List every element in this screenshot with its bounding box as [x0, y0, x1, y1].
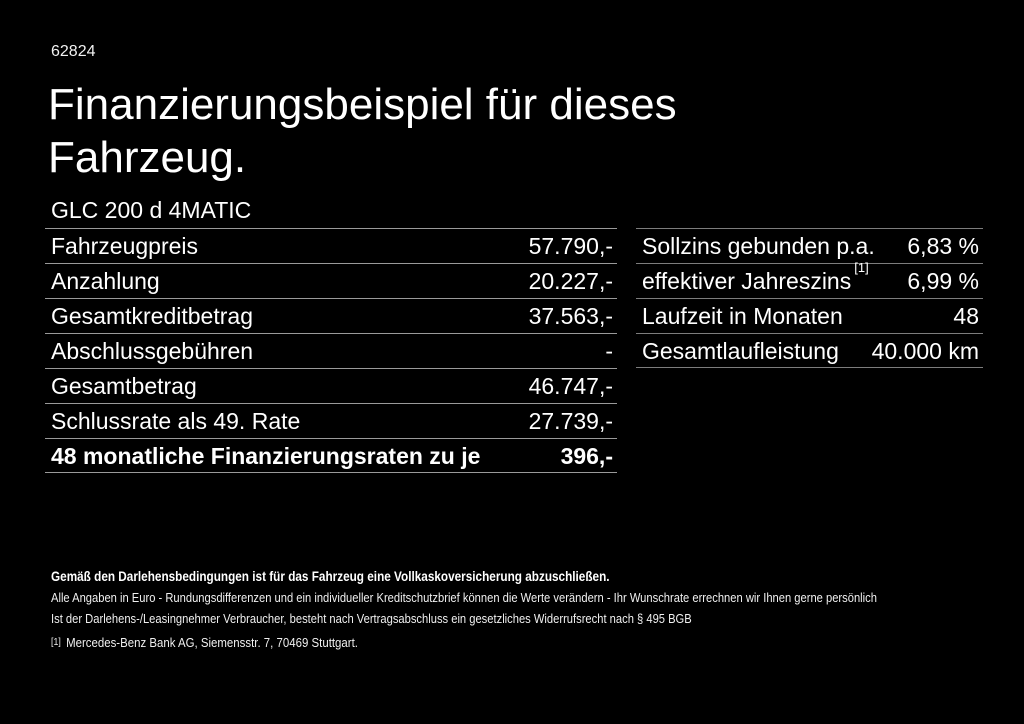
- row-value: 27.739,-: [528, 408, 613, 434]
- row-value: 46.747,-: [528, 373, 613, 399]
- row-value: 57.790,-: [528, 233, 613, 259]
- finance-table: Fahrzeugpreis 57.790,- Anzahlung 20.227,…: [45, 228, 617, 473]
- row-value: 37.563,-: [528, 303, 613, 329]
- vehicle-code: 62824: [51, 43, 96, 60]
- page-title-line1: Finanzierungsbeispiel für dieses: [48, 80, 677, 129]
- row-value: 6,99 %: [907, 268, 979, 294]
- row-label: Laufzeit in Monaten: [642, 303, 843, 329]
- row-value: 40.000 km: [871, 337, 979, 364]
- row-label: Fahrzeugpreis: [51, 233, 199, 259]
- table-row: Abschlussgebühren -: [45, 333, 617, 368]
- disclaimer-line: Ist der Darlehens-/Leasingnehmer Verbrau…: [51, 611, 692, 626]
- insurance-note: Gemäß den Darlehensbedingungen ist für d…: [51, 568, 610, 584]
- conditions-table: Sollzins gebunden p.a. 6,83 % effektiver…: [636, 228, 983, 368]
- row-value: 48: [953, 303, 979, 329]
- row-value: 396,-: [560, 442, 613, 469]
- footnote-ref: [1]: [854, 260, 869, 276]
- page-title: Finanzierungsbeispiel für dieses Fahrzeug…: [48, 78, 677, 184]
- table-row: Gesamtbetrag 46.747,-: [45, 368, 617, 403]
- disclaimer-line: Alle Angaben in Euro - Rundungsdifferenz…: [51, 590, 877, 605]
- row-value: 20.227,-: [528, 268, 613, 294]
- table-row: Sollzins gebunden p.a. 6,83 %: [636, 228, 983, 263]
- row-value: 6,83 %: [907, 233, 979, 259]
- table-row: Schlussrate als 49. Rate 27.739,-: [45, 403, 617, 438]
- table-row: Anzahlung 20.227,-: [45, 263, 617, 298]
- row-label: Anzahlung: [51, 268, 160, 294]
- row-label: Gesamtkreditbetrag: [51, 303, 253, 329]
- vehicle-model: GLC 200 d 4MATIC: [51, 197, 252, 223]
- table-row: Gesamtkreditbetrag 37.563,-: [45, 298, 617, 333]
- table-row: Gesamtlaufleistung 40.000 km: [636, 333, 983, 368]
- footnote: [1] Mercedes-Benz Bank AG, Siemensstr. 7,…: [51, 634, 400, 652]
- table-row: effektiver Jahreszins[1] 6,99 %: [636, 260, 983, 298]
- footnote-marker: [1]: [51, 637, 61, 648]
- row-label: effektiver Jahreszins[1]: [642, 260, 869, 294]
- row-label: 48 monatliche Finanzierungsraten zu je: [51, 442, 481, 469]
- table-row: Fahrzeugpreis 57.790,-: [45, 228, 617, 263]
- row-label: Sollzins gebunden p.a.: [642, 233, 875, 259]
- table-row: Laufzeit in Monaten 48: [636, 298, 983, 333]
- page-title-line2: Fahrzeug.: [48, 133, 247, 182]
- footnote-text: Mercedes-Benz Bank AG, Siemensstr. 7, 70…: [66, 635, 358, 650]
- row-label: Gesamtlaufleistung: [642, 337, 839, 364]
- row-label: Schlussrate als 49. Rate: [51, 408, 301, 434]
- table-row-monthly-rate: 48 monatliche Finanzierungsraten zu je 3…: [45, 438, 617, 473]
- row-value: -: [605, 338, 613, 364]
- fine-print: Gemäß den Darlehensbedingungen ist für d…: [51, 566, 1011, 629]
- row-label: Abschlussgebühren: [51, 338, 254, 364]
- row-label: Gesamtbetrag: [51, 373, 197, 399]
